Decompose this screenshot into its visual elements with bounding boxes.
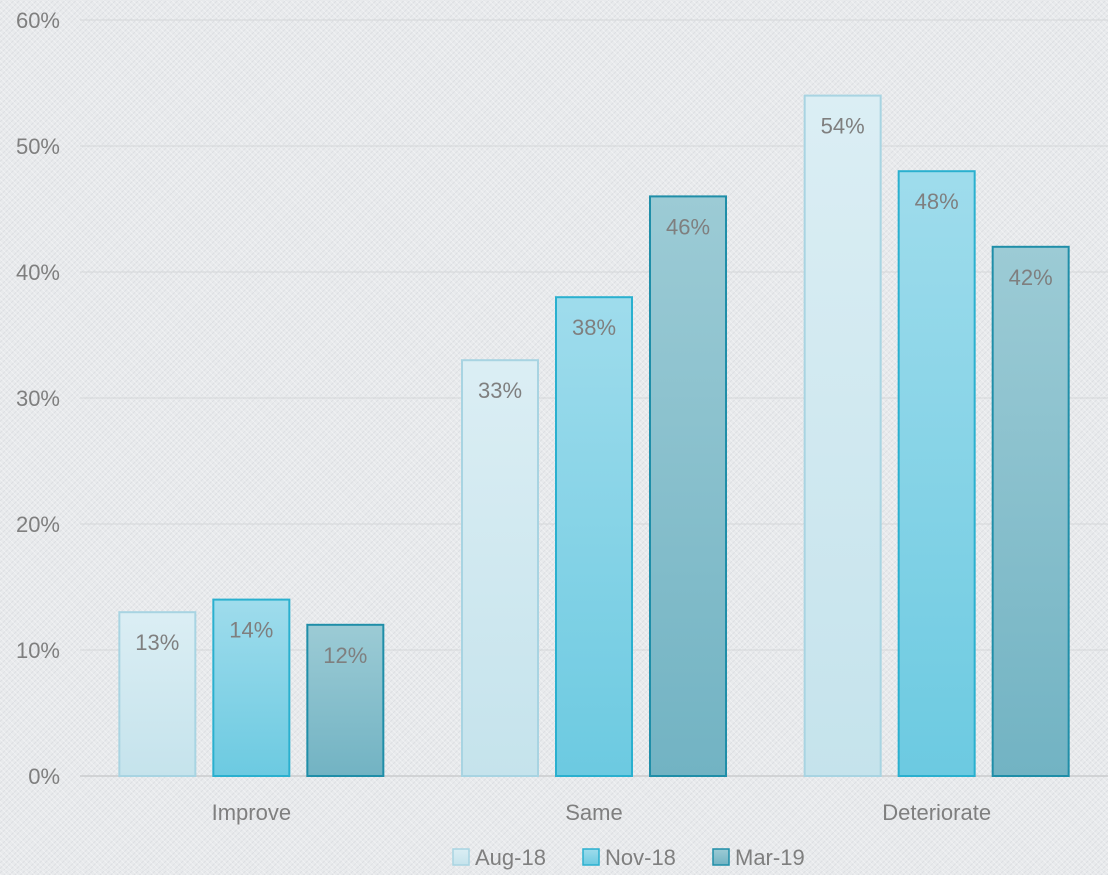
legend-label: Mar-19 (735, 845, 805, 870)
y-tick-label: 0% (28, 764, 60, 789)
bars (118, 94, 1070, 778)
data-label: 48% (915, 189, 959, 214)
legend: Aug-18 Nov-18 Mar-19 (452, 845, 805, 870)
y-tick-label: 60% (16, 8, 60, 33)
bar-mar-19-same (649, 195, 727, 777)
bar-mar-19-improve (306, 623, 385, 777)
x-category-label: Improve (212, 800, 291, 825)
y-tick-label: 20% (16, 512, 60, 537)
x-category-label: Same (565, 800, 622, 825)
bar-aug-18-deteriorate (803, 94, 882, 778)
data-labels: 13% 14% 12% 33% 38% 46% 54% 48% 42% (135, 114, 1052, 668)
legend-label: Aug-18 (475, 845, 546, 870)
data-label: 46% (666, 214, 710, 239)
bar-nov-18-improve (212, 598, 291, 777)
y-tick-label: 30% (16, 386, 60, 411)
bar-aug-18-same (461, 359, 539, 777)
legend-swatch (582, 848, 600, 866)
y-axis-ticks: 0% 10% 20% 30% 40% 50% 60% (16, 8, 60, 789)
legend-label: Nov-18 (605, 845, 676, 870)
x-axis-categories: Improve Same Deteriorate (212, 800, 991, 825)
data-label: 38% (572, 315, 616, 340)
data-label: 42% (1009, 265, 1053, 290)
bar-aug-18-improve (118, 611, 197, 778)
y-tick-label: 10% (16, 638, 60, 663)
data-label: 14% (229, 618, 273, 643)
y-tick-label: 50% (16, 134, 60, 159)
data-label: 13% (135, 630, 179, 655)
legend-swatch (452, 848, 470, 866)
data-label: 12% (323, 643, 367, 668)
bar-mar-19-deteriorate (991, 245, 1070, 778)
legend-swatch (712, 848, 730, 866)
bar-nov-18-same (555, 296, 633, 777)
bar-nov-18-deteriorate (897, 170, 976, 777)
data-label: 33% (478, 378, 522, 403)
y-tick-label: 40% (16, 260, 60, 285)
x-category-label: Deteriorate (882, 800, 991, 825)
data-label: 54% (821, 114, 865, 139)
